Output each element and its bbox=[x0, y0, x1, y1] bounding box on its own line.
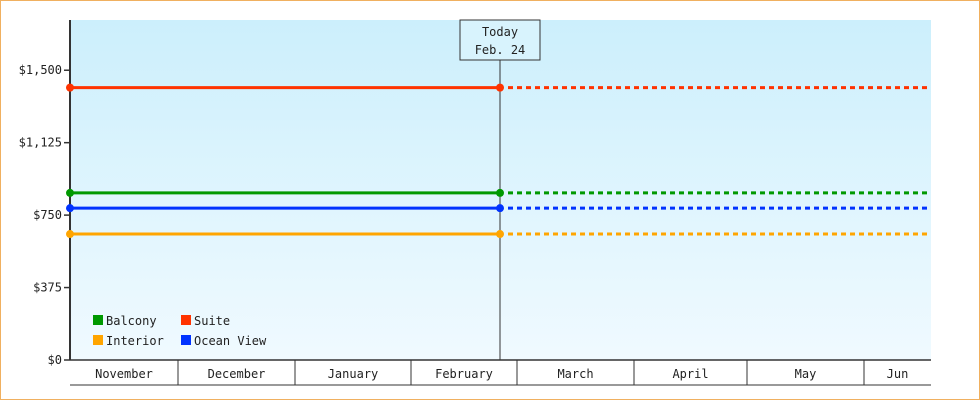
data-point-balcony bbox=[496, 188, 504, 197]
y-tick-label: $1,500 bbox=[19, 63, 62, 77]
x-tick-label: January bbox=[328, 367, 379, 381]
today-date: Feb. 24 bbox=[475, 43, 526, 57]
legend-swatch-suite bbox=[181, 315, 191, 325]
y-tick-label: $750 bbox=[33, 208, 62, 222]
y-tick-label: $1,125 bbox=[19, 136, 62, 150]
data-point-ocean-view bbox=[496, 204, 504, 213]
x-tick-label: April bbox=[672, 367, 708, 381]
y-tick-label: $0 bbox=[48, 353, 62, 367]
data-point-interior bbox=[66, 230, 74, 239]
x-tick-label: February bbox=[435, 367, 493, 381]
today-label: Today bbox=[482, 25, 518, 39]
y-tick-label: $375 bbox=[33, 281, 62, 295]
legend-label-suite: Suite bbox=[194, 314, 230, 328]
data-point-suite bbox=[66, 83, 74, 92]
today-box bbox=[459, 19, 541, 61]
x-tick-label: March bbox=[557, 367, 593, 381]
legend-label-balcony: Balcony bbox=[106, 314, 157, 328]
x-tick-label: November bbox=[95, 367, 153, 381]
legend-swatch-interior bbox=[93, 335, 103, 345]
legend-label-interior: Interior bbox=[106, 334, 164, 348]
x-tick-label: Jun bbox=[887, 367, 909, 381]
data-point-balcony bbox=[66, 188, 74, 197]
x-tick-label: December bbox=[208, 367, 266, 381]
x-tick-label: May bbox=[795, 367, 817, 381]
data-point-suite bbox=[496, 83, 504, 92]
legend-swatch-ocean-view bbox=[181, 335, 191, 345]
data-point-interior bbox=[496, 230, 504, 239]
data-point-ocean-view bbox=[66, 204, 74, 213]
legend-label-ocean-view: Ocean View bbox=[194, 334, 267, 348]
legend-swatch-balcony bbox=[93, 315, 103, 325]
